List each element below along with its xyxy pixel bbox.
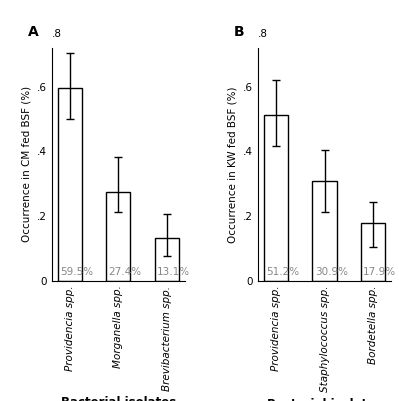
Bar <box>361 223 385 281</box>
Y-axis label: Occurrence in CM fed BSF (%): Occurrence in CM fed BSF (%) <box>22 86 32 243</box>
X-axis label: Bacterial isolates: Bacterial isolates <box>267 398 382 401</box>
Bar <box>312 181 337 281</box>
Text: 27.4%: 27.4% <box>109 267 142 277</box>
Text: 51.2%: 51.2% <box>267 267 300 277</box>
X-axis label: Bacterial isolates: Bacterial isolates <box>61 396 176 401</box>
Bar <box>58 89 82 281</box>
Text: A: A <box>28 25 39 39</box>
Y-axis label: Occurrence in KW fed BSF (%): Occurrence in KW fed BSF (%) <box>227 86 237 243</box>
Text: 30.9%: 30.9% <box>315 267 348 277</box>
Bar <box>106 192 130 281</box>
Text: .8: .8 <box>258 29 268 39</box>
Bar <box>155 238 179 281</box>
Text: 13.1%: 13.1% <box>157 267 190 277</box>
Bar <box>264 115 288 281</box>
Text: 17.9%: 17.9% <box>363 267 396 277</box>
Text: .8: .8 <box>52 29 62 39</box>
Text: 59.5%: 59.5% <box>60 267 93 277</box>
Text: B: B <box>234 25 245 39</box>
